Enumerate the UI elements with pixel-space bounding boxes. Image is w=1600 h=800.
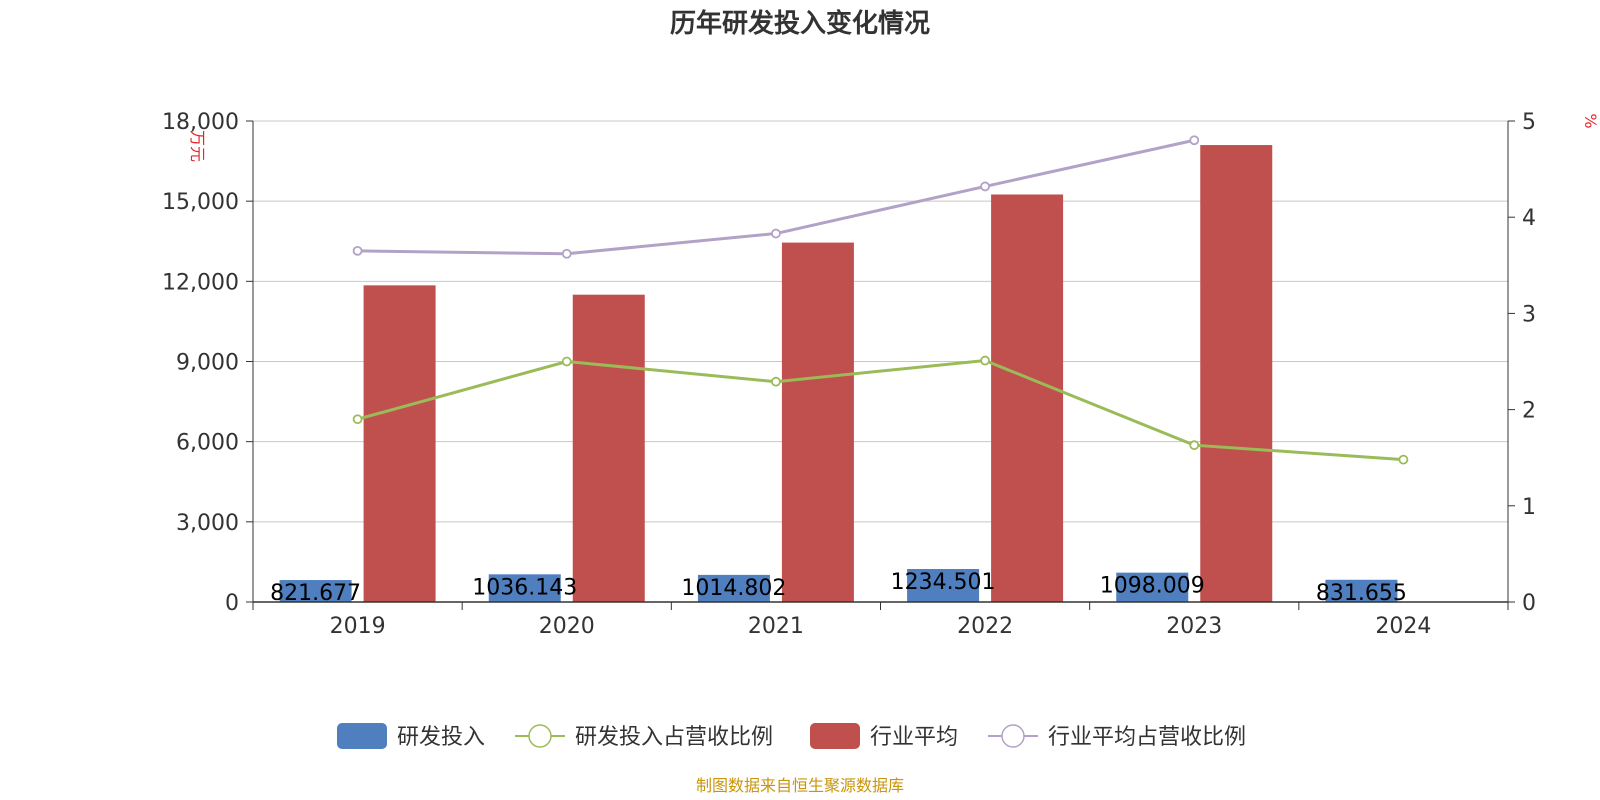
bar-rd (279, 580, 352, 602)
point-industry-ratio (352, 245, 363, 256)
bar-rd (907, 569, 980, 602)
y-right-tick-label: 4 (1522, 206, 1536, 231)
y-right-axis-unit: % (1581, 113, 1600, 128)
legend-swatch-marker (1001, 724, 1025, 748)
legend-label: 研发投入 (397, 725, 485, 750)
legend-swatch-marker (528, 724, 552, 748)
x-tick-label: 2020 (539, 614, 595, 639)
y-right-tick-label: 2 (1522, 399, 1536, 424)
legend-label: 研发投入占营收比例 (575, 725, 773, 750)
bar-data-label: 831.655 (1316, 581, 1407, 606)
line-rd-ratio (357, 359, 1404, 462)
x-tick-label: 2023 (1166, 614, 1222, 639)
legend-label: 行业平均占营收比例 (1048, 725, 1246, 750)
point-industry-ratio (1189, 135, 1200, 146)
y-left-tick-label: 12,000 (162, 270, 239, 295)
x-tick-label: 2019 (330, 614, 386, 639)
point-industry-ratio (980, 181, 990, 192)
bar-industry (572, 294, 645, 602)
x-tick-label: 2024 (1375, 614, 1431, 639)
y-right-tick-label: 0 (1522, 591, 1536, 616)
point-rd-ratio (1189, 440, 1200, 451)
legend-swatch-bar (337, 723, 387, 749)
bar-industry (991, 194, 1064, 602)
y-right-tick-label: 5 (1522, 110, 1536, 135)
legend-swatch-bar (810, 723, 860, 749)
y-right-tick-label: 3 (1522, 302, 1536, 327)
y-left-tick-label: 15,000 (162, 190, 239, 215)
point-rd-ratio (980, 355, 990, 366)
y-left-tick-label: 0 (225, 591, 239, 616)
legend-label: 行业平均 (870, 725, 958, 750)
bar-data-label: 821.677 (270, 581, 361, 606)
y-left-axis-unit: 万元 (188, 130, 207, 162)
bar-data-label: 1098.009 (1100, 574, 1205, 599)
bar-data-label: 1234.501 (891, 570, 996, 595)
point-rd-ratio (561, 356, 572, 367)
bar-rd (488, 574, 561, 602)
x-tick-label: 2021 (748, 614, 804, 639)
y-left-tick-label: 3,000 (176, 511, 239, 536)
bar-rd (1325, 579, 1398, 602)
source-note: 制图数据来自恒生聚源数据库 (696, 776, 904, 795)
bar-industry (1200, 145, 1273, 603)
y-right-tick-label: 1 (1522, 495, 1536, 520)
bar-industry (781, 242, 854, 602)
bar-rd (1116, 572, 1189, 602)
point-industry-ratio (561, 248, 572, 259)
point-industry-ratio (771, 228, 781, 239)
y-left-tick-label: 6,000 (176, 431, 239, 456)
point-rd-ratio (1398, 454, 1409, 465)
chart-title: 历年研发投入变化情况 (670, 8, 930, 39)
bar-rd (697, 574, 770, 602)
bar-industry (363, 285, 436, 602)
y-left-tick-label: 18,000 (162, 110, 239, 135)
bar-data-label: 1014.802 (681, 576, 786, 601)
point-rd-ratio (352, 414, 363, 425)
point-rd-ratio (771, 376, 781, 387)
y-left-tick-label: 9,000 (176, 351, 239, 376)
x-tick-label: 2022 (957, 614, 1013, 639)
bar-data-label: 1036.143 (472, 575, 577, 600)
